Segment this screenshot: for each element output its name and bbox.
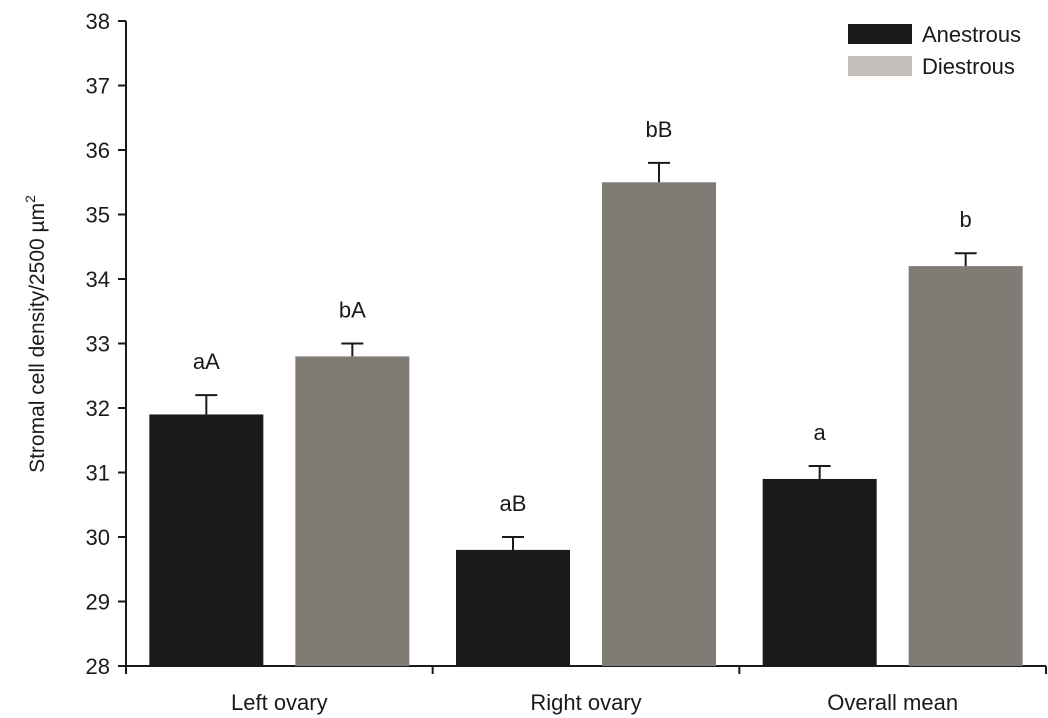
- legend-swatch: [848, 24, 912, 44]
- y-tick-label: 38: [86, 9, 110, 34]
- y-axis-title-superscript: 2: [22, 195, 38, 203]
- bar: [762, 478, 877, 666]
- x-category-label: Overall mean: [827, 690, 958, 715]
- significance-label: aB: [500, 491, 527, 516]
- x-category-label: Right ovary: [530, 690, 641, 715]
- y-axis-title: Stromal cell density/2500 µm2: [22, 195, 49, 473]
- y-tick-label: 28: [86, 654, 110, 679]
- bar: [602, 182, 716, 666]
- y-tick-label: 34: [86, 267, 110, 292]
- bars: aA bA aB bB a b: [149, 117, 1023, 666]
- legend-label: Anestrous: [922, 22, 1021, 47]
- significance-label: bB: [646, 117, 673, 142]
- legend: Anestrous Diestrous: [848, 22, 1021, 79]
- y-tick-label: 32: [86, 396, 110, 421]
- x-category-label: Left ovary: [231, 690, 328, 715]
- significance-label: bA: [339, 298, 366, 323]
- bar: [908, 266, 1023, 666]
- bar: [456, 549, 570, 666]
- significance-label: aA: [193, 349, 220, 374]
- y-tick-label: 37: [86, 74, 110, 99]
- y-tick-label: 29: [86, 590, 110, 615]
- y-tick-label: 35: [86, 203, 110, 228]
- significance-label: a: [814, 420, 827, 445]
- x-axis: Left ovary Right ovary Overall mean: [125, 665, 1047, 715]
- y-tick-label: 30: [86, 525, 110, 550]
- y-tick-label: 33: [86, 332, 110, 357]
- bar: [295, 356, 410, 666]
- legend-label: Diestrous: [922, 54, 1015, 79]
- y-tick-label: 36: [86, 138, 110, 163]
- bar: [149, 414, 264, 666]
- y-tick-label: 31: [86, 461, 110, 486]
- y-axis: 28 29 30 31 32 33 34 35 36 37 38: [86, 9, 127, 679]
- significance-label: b: [960, 207, 972, 232]
- y-axis-title-text: Stromal cell density/2500 µm: [26, 203, 49, 473]
- legend-swatch: [848, 56, 912, 76]
